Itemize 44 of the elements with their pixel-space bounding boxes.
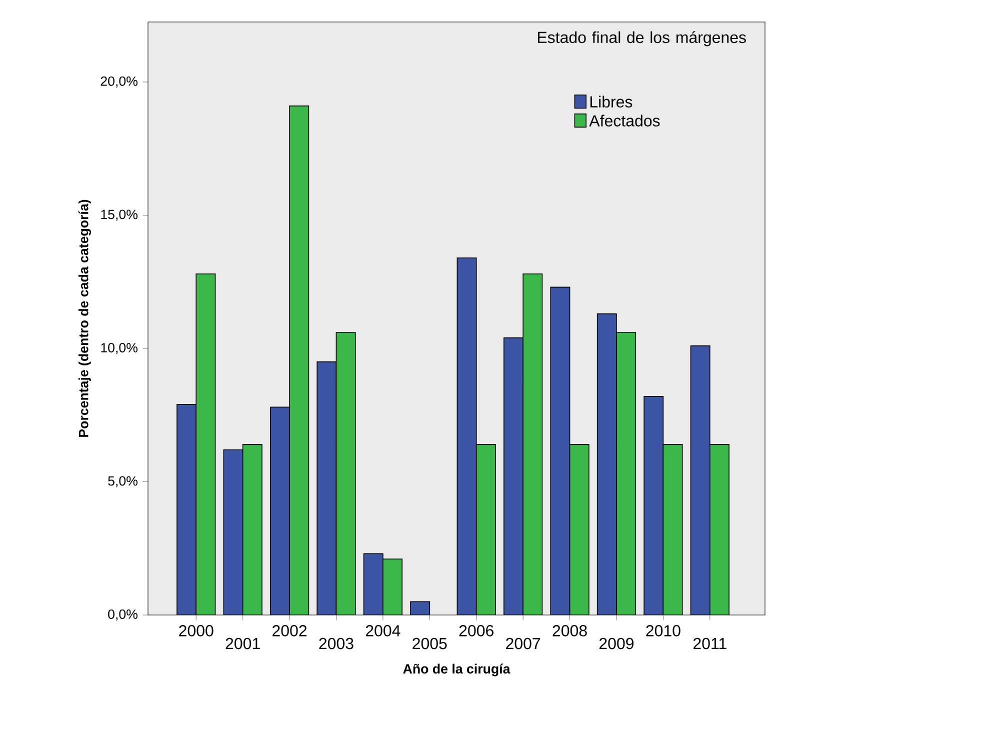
x-tick-label: 2007 (506, 638, 540, 650)
bar (597, 314, 616, 615)
bar (224, 450, 243, 615)
bar (570, 444, 589, 615)
x-tick-label: 2000 (179, 625, 214, 636)
bar (176, 404, 196, 615)
y-tick-label: 10,0% (101, 342, 138, 354)
bar (690, 345, 710, 615)
legend-label: Afectados (589, 114, 660, 126)
y-tick-label: 20,0% (100, 76, 138, 88)
x-tick-label: 2004 (366, 625, 400, 636)
y-tick-label: 0,0% (108, 609, 138, 621)
bar (476, 444, 496, 615)
x-axis-title: Año de la cirugía (403, 664, 510, 676)
bar (550, 287, 570, 615)
bar (709, 444, 730, 615)
x-tick-label: 2001 (226, 638, 260, 650)
bar (504, 338, 524, 615)
y-tick-label: 15,0% (101, 210, 138, 221)
bar (270, 407, 290, 615)
bar (317, 362, 336, 615)
x-tick-label: 2008 (552, 625, 587, 636)
y-axis-title: Porcentaje (dentro de cada categoría) (78, 200, 91, 437)
bar (364, 554, 383, 615)
bar (290, 106, 309, 615)
bar (242, 444, 262, 615)
x-tick-label: 2003 (319, 638, 354, 650)
bar (644, 396, 664, 615)
x-tick-label: 2011 (693, 638, 726, 650)
x-tick-label: 2002 (272, 625, 307, 636)
y-tick-label: 5,0% (108, 476, 138, 488)
bar (523, 274, 542, 615)
x-tick-label: 2005 (412, 638, 447, 650)
x-tick-label: 2009 (599, 638, 634, 650)
x-tick-label: 2006 (459, 625, 494, 636)
bar (382, 559, 402, 615)
bar (616, 332, 636, 615)
bar (457, 258, 476, 615)
x-tick-label: 2010 (646, 625, 680, 636)
legend-title: Estado final de los márgenes (538, 31, 746, 46)
bar (196, 274, 216, 615)
legend-label: Libres (590, 96, 632, 108)
bar (663, 444, 682, 615)
bar (336, 332, 356, 615)
